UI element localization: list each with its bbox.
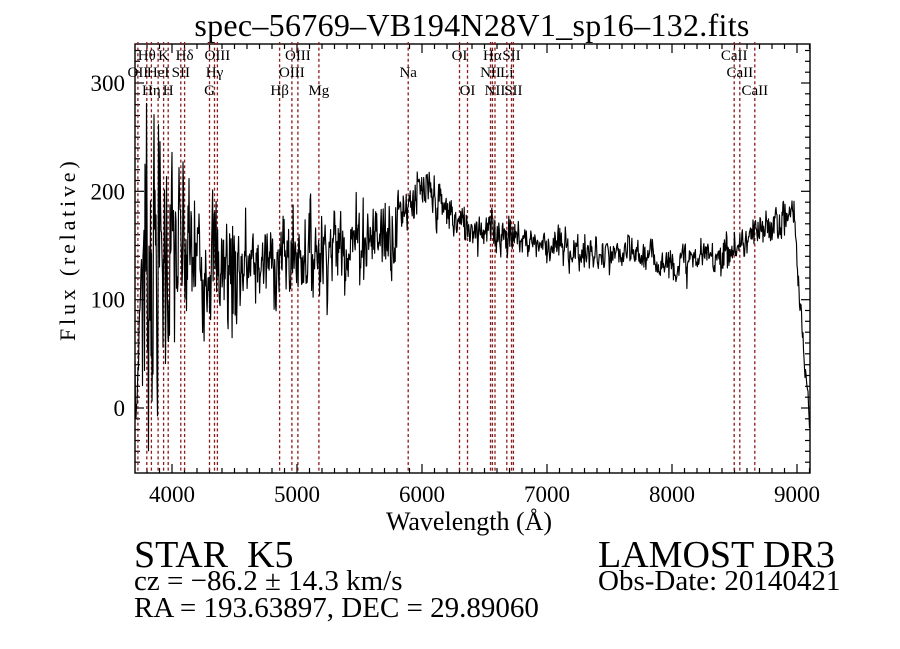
svg-text:Mg: Mg	[308, 83, 329, 99]
svg-text:Hβ: Hβ	[270, 83, 288, 99]
svg-text:SII: SII	[172, 65, 190, 81]
svg-text:OIII: OIII	[279, 65, 305, 81]
svg-text:OIII: OIII	[285, 48, 311, 64]
svg-text:OIII: OIII	[204, 48, 230, 64]
svg-text:7000: 7000	[524, 482, 570, 507]
svg-text:CaII: CaII	[726, 65, 753, 81]
svg-text:Hη: Hη	[142, 83, 161, 99]
svg-text:HeI: HeI	[147, 65, 170, 81]
svg-text:CaII: CaII	[721, 48, 748, 64]
svg-text:200: 200	[91, 179, 126, 204]
svg-text:8000: 8000	[649, 482, 695, 507]
svg-text:OII: OII	[127, 65, 148, 81]
svg-text:300: 300	[91, 71, 126, 96]
svg-text:5000: 5000	[274, 482, 320, 507]
svg-text:Hθ: Hθ	[138, 48, 156, 64]
svg-text:CaII: CaII	[741, 83, 768, 99]
svg-text:9000: 9000	[774, 482, 820, 507]
svg-text:6000: 6000	[399, 482, 445, 507]
svg-text:H: H	[163, 83, 174, 99]
svg-text:NII: NII	[480, 65, 501, 81]
svg-text:Hδ: Hδ	[176, 48, 194, 64]
svg-text:SII: SII	[504, 83, 522, 99]
svg-text:OI: OI	[460, 83, 476, 99]
svg-text:4000: 4000	[149, 482, 195, 507]
svg-text:0: 0	[114, 396, 126, 421]
svg-text:Hα: Hα	[483, 48, 502, 64]
svg-text:Hγ: Hγ	[206, 65, 224, 81]
svg-text:G: G	[204, 83, 215, 99]
svg-text:100: 100	[91, 288, 126, 313]
svg-text:SII: SII	[502, 48, 520, 64]
svg-text:K: K	[158, 48, 169, 64]
svg-text:Li: Li	[500, 65, 513, 81]
svg-text:NII: NII	[485, 83, 506, 99]
svg-text:Na: Na	[399, 65, 417, 81]
svg-text:OI: OI	[452, 48, 468, 64]
